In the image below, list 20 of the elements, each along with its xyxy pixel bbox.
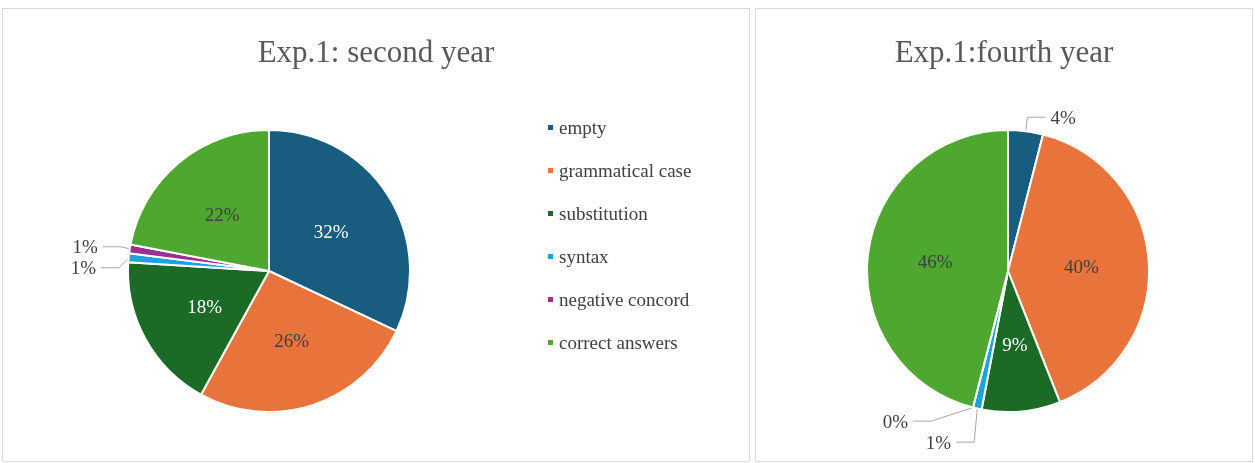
legend-label: syntax <box>559 246 610 267</box>
data-label: 46% <box>917 251 953 273</box>
data-label: 32% <box>313 221 349 243</box>
legend-label: correct answers <box>559 332 678 353</box>
legend-label: grammatical case <box>559 160 692 181</box>
data-label: 4% <box>1050 106 1076 128</box>
chart-title: Exp.1:fourth year <box>894 34 1114 69</box>
data-label: 1% <box>925 431 952 453</box>
legend-label: empty <box>559 117 607 138</box>
data-label: 1% <box>70 257 97 279</box>
data-label: 9% <box>1002 333 1028 355</box>
data-label: 1% <box>72 236 99 258</box>
data-label: 22% <box>204 203 240 225</box>
text: 0% <box>882 410 909 432</box>
legend-label: substitution <box>559 203 649 224</box>
data-label: 18% <box>187 295 223 317</box>
chart-title: Exp.1: second year <box>257 34 496 69</box>
legend-label: negative concord <box>559 289 690 310</box>
data-label: 40% <box>1063 255 1099 277</box>
data-label: 26% <box>274 330 310 352</box>
